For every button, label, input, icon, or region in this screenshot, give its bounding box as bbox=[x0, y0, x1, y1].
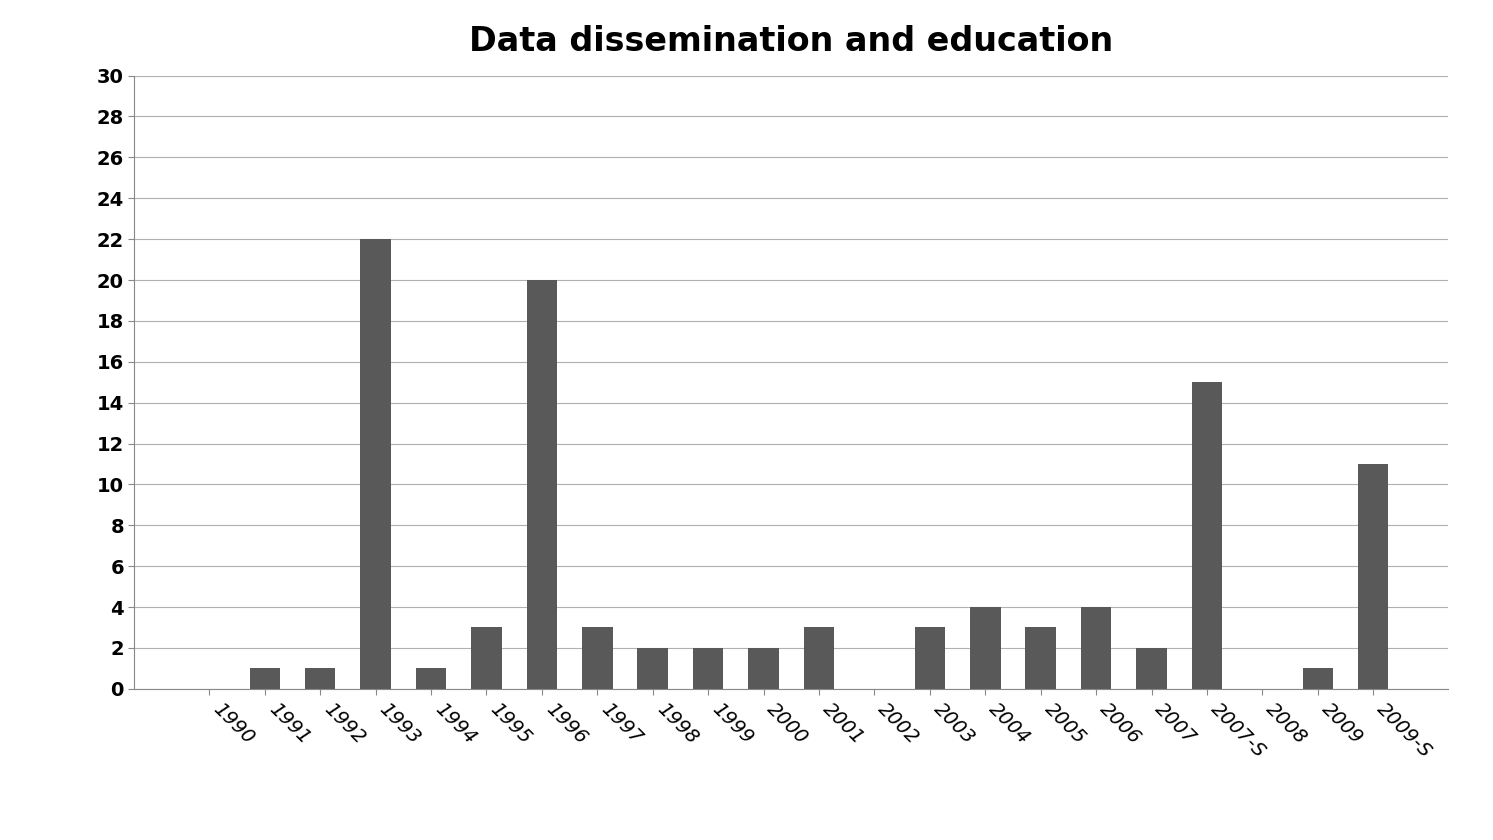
Bar bbox=[970, 607, 1000, 689]
Title: Data dissemination and education: Data dissemination and education bbox=[469, 24, 1114, 58]
Bar bbox=[693, 648, 724, 689]
Bar bbox=[1359, 464, 1388, 689]
Bar bbox=[803, 627, 835, 689]
Bar bbox=[249, 669, 281, 689]
Bar bbox=[748, 648, 779, 689]
Bar bbox=[527, 280, 557, 689]
Bar bbox=[915, 627, 945, 689]
Bar bbox=[1026, 627, 1056, 689]
Bar bbox=[472, 627, 502, 689]
Bar bbox=[1136, 648, 1168, 689]
Bar bbox=[360, 239, 391, 689]
Bar bbox=[1081, 607, 1111, 689]
Bar bbox=[415, 669, 446, 689]
Bar bbox=[638, 648, 667, 689]
Bar bbox=[1302, 669, 1333, 689]
Bar bbox=[305, 669, 336, 689]
Bar bbox=[1191, 382, 1223, 689]
Bar bbox=[582, 627, 612, 689]
